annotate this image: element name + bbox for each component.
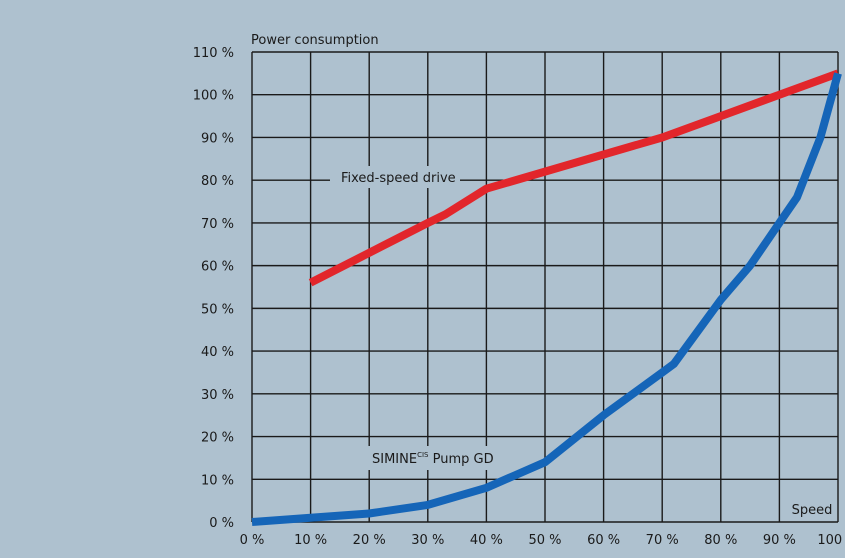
grid: [251, 51, 839, 523]
series-line-simine-pump-gd: [251, 72, 842, 526]
series-label-background-fixed-speed: [330, 166, 460, 188]
y-tick-label: 30 %: [201, 388, 234, 403]
x-axis-label-box: [787, 499, 837, 520]
series-label-background-pump: [364, 446, 506, 470]
x-tick-label: 90 %: [763, 533, 796, 548]
y-tick-label: 60 %: [201, 260, 234, 275]
y-tick-label: 10 %: [201, 473, 234, 488]
tick-labels: 0 % 10 % 20 % 30 % 40 % 50 % 60 % 70 % 80 % 90 % 1…: [193, 46, 845, 548]
x-tick-label: 40 %: [470, 533, 503, 548]
y-tick-label: 70 %: [201, 217, 234, 232]
y-tick-label: 90 %: [201, 131, 234, 146]
x-tick-label: 10 %: [294, 533, 327, 548]
series-line-fixed-speed-drive: [308, 69, 840, 287]
series-lines: [251, 69, 842, 526]
y-tick-label: 20 %: [201, 431, 234, 446]
series-label-main: SIMINE: [372, 452, 417, 467]
x-tick-label: 50 %: [528, 533, 561, 548]
x-tick-label: 30 %: [411, 533, 444, 548]
y-tick-label: 110 %: [193, 46, 234, 61]
x-tick-label: 0 %: [240, 533, 265, 548]
x-tick-label: 80 %: [704, 533, 737, 548]
x-tick-label: 100 %: [817, 533, 845, 548]
y-tick-label: 100 %: [193, 89, 234, 104]
y-tick-label: 80 %: [201, 174, 234, 189]
series-label-superscript: CIS: [417, 451, 429, 459]
y-tick-label: 50 %: [201, 302, 234, 317]
series-label-rest: Pump GD: [428, 452, 493, 467]
y-axis-label: Power consumption: [251, 33, 379, 48]
x-tick-label: 60 %: [587, 533, 620, 548]
x-tick-label: 20 %: [353, 533, 386, 548]
x-axis-label: Speed: [792, 503, 833, 518]
series-label-fixed-speed-drive: Fixed-speed drive: [341, 171, 456, 186]
x-tick-label: 70 %: [646, 533, 679, 548]
series-label-simine-pump-gd: SIMINECIS Pump GD: [372, 451, 494, 467]
y-tick-label: 40 %: [201, 345, 234, 360]
y-tick-label: 0 %: [209, 516, 234, 531]
